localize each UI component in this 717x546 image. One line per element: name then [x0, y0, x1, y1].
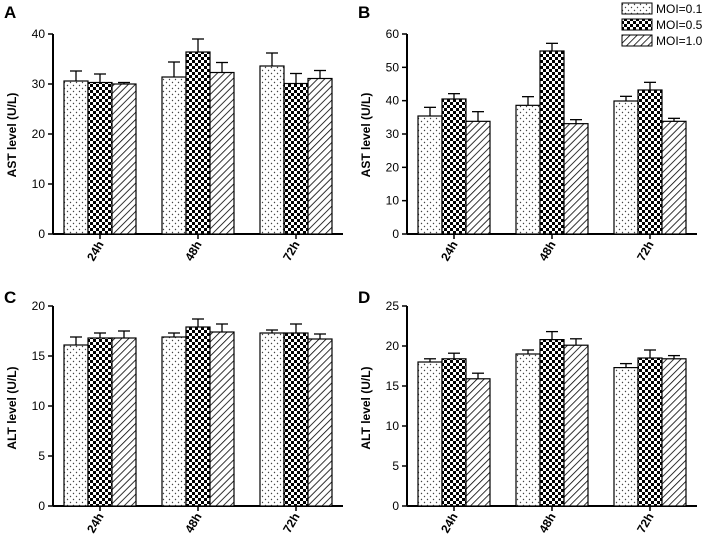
- panel-d-ytick-label: 10: [386, 419, 400, 433]
- panel-a-bar-moi-0-5-48h: [185, 51, 211, 235]
- panel-a-bar-moi-0-1-24h: [63, 80, 89, 235]
- legend-label-moi-0-1: MOI=0.1: [656, 2, 703, 16]
- panel-c-chart: 0 5 10 15 20 24h 48h 72h: [32, 299, 343, 535]
- panel-b-ytick-label: 0: [392, 227, 399, 241]
- panel-c-ytick-label: 20: [32, 299, 46, 313]
- panel-d-bar-moi-1-0-24h: [465, 378, 491, 507]
- panel-d-ytick-label: 15: [386, 379, 400, 393]
- panel-a-bar-moi-1-0-24h: [111, 83, 137, 235]
- panel-a-bar-moi-0-1-48h: [161, 76, 187, 235]
- panel-a-bar-moi-0-5-24h: [87, 81, 113, 235]
- panel-b-chart: 0 10 20 30 40 50 60 24h 48h 72h: [386, 27, 697, 263]
- panel-d-chart: 0 5 10 15 20 25 24h 48h 72h: [386, 299, 697, 535]
- panel-b-bar-moi-1-0-72h: [661, 120, 687, 235]
- panel-d-bar-moi-0-5-72h: [637, 357, 663, 507]
- panel-b-ytick-label: 60: [386, 27, 400, 41]
- panel-a-ytick-label: 40: [32, 27, 46, 41]
- panel-d-bar-moi-0-1-48h: [515, 353, 541, 507]
- panel-a-ytick-label: 30: [32, 77, 46, 91]
- panel-b-bar-moi-0-1-72h: [613, 100, 639, 235]
- legend-swatch-moi-0-5: [621, 18, 653, 31]
- panel-d-ytick-label: 20: [386, 339, 400, 353]
- legend: MOI=0.1 MOI=0.5 MOI=1.0: [621, 2, 703, 48]
- panel-d-ytick-label: 5: [392, 459, 399, 473]
- panel-a-ytick-label: 20: [32, 127, 46, 141]
- panel-b-xtick-label-72h: 72h: [634, 239, 656, 264]
- panel-b-ytick-label: 30: [386, 127, 400, 141]
- panel-a-bar-moi-1-0-72h: [307, 77, 333, 235]
- panel-d-bar-moi-0-5-24h: [441, 358, 467, 507]
- panel-b-bar-moi-0-5-24h: [441, 98, 467, 235]
- panel-b-bar-moi-0-1-48h: [515, 104, 541, 235]
- panel-d-bar-moi-0-1-72h: [613, 367, 639, 507]
- legend-swatch-moi-1-0: [621, 34, 653, 47]
- panel-c-bar-moi-0-5-24h: [87, 337, 113, 507]
- panel-d-ytick-label: 25: [386, 299, 400, 313]
- panel-d-bar-moi-1-0-48h: [563, 344, 589, 507]
- panel-a-bar-moi-1-0-48h: [209, 71, 235, 235]
- legend-swatch-moi-0-1: [621, 2, 653, 15]
- panel-c-xtick-label-48h: 48h: [182, 511, 204, 536]
- panel-c-ytick-label: 15: [32, 349, 46, 363]
- panel-d-ytick-label: 0: [392, 499, 399, 513]
- panel-label-b: B: [358, 3, 370, 22]
- panel-b-xtick-label-48h: 48h: [536, 239, 558, 264]
- panel-c-ylabel: ALT level (U/L): [5, 366, 19, 449]
- panel-a-xtick-label-72h: 72h: [280, 239, 302, 264]
- panel-c-bar-moi-0-1-48h: [161, 336, 187, 507]
- panel-b-bar-moi-0-5-72h: [637, 89, 663, 235]
- panel-d-ylabel: ALT level (U/L): [359, 366, 373, 449]
- panel-c-bar-moi-1-0-72h: [307, 338, 333, 507]
- panel-a-ytick-label: 10: [32, 177, 46, 191]
- panel-a-bar-moi-0-5-72h: [283, 82, 309, 235]
- legend-label-moi-0-5: MOI=0.5: [656, 18, 703, 32]
- panel-c-bar-moi-0-5-72h: [283, 332, 309, 507]
- panel-d-bar-moi-0-5-48h: [539, 339, 565, 507]
- panel-b-xtick-label-24h: 24h: [438, 239, 460, 264]
- panel-c-bar-moi-1-0-24h: [111, 337, 137, 507]
- panel-c-ytick-label: 10: [32, 399, 46, 413]
- panel-a-xtick-label-24h: 24h: [84, 239, 106, 264]
- panel-a-chart: 0 10 20 30 40 24h 48h 72h: [32, 27, 343, 263]
- panel-c-xtick-label-24h: 24h: [84, 511, 106, 536]
- panel-c-ytick-label: 0: [38, 499, 45, 513]
- legend-label-moi-1-0: MOI=1.0: [656, 34, 703, 48]
- panel-d-xtick-label-72h: 72h: [634, 511, 656, 536]
- panel-b-ytick-label: 10: [386, 194, 400, 208]
- panel-label-a: A: [4, 3, 16, 22]
- panel-b-bar-moi-1-0-48h: [563, 123, 589, 235]
- panel-b-ytick-label: 50: [386, 60, 400, 74]
- panel-b-ylabel: AST level (U/L): [359, 93, 373, 178]
- panel-c-xtick-label-72h: 72h: [280, 511, 302, 536]
- panel-c-bar-moi-1-0-48h: [209, 331, 235, 507]
- panel-label-c: C: [4, 288, 16, 307]
- panel-b-ytick-label: 40: [386, 94, 400, 108]
- panel-c-bar-moi-0-5-48h: [185, 326, 211, 507]
- panel-b-bar-moi-0-1-24h: [417, 115, 443, 235]
- panel-a-ylabel: AST level (U/L): [5, 93, 19, 178]
- panel-b-ytick-label: 20: [386, 160, 400, 174]
- panel-d-xtick-label-48h: 48h: [536, 511, 558, 536]
- panel-label-d: D: [358, 288, 370, 307]
- panel-a-bar-moi-0-1-72h: [259, 65, 285, 235]
- panel-d-bar-moi-1-0-72h: [661, 358, 687, 507]
- panel-b-bar-moi-0-5-48h: [539, 50, 565, 235]
- panel-a-ytick-label: 0: [38, 227, 45, 241]
- panel-c-ytick-label: 5: [38, 449, 45, 463]
- panel-c-bar-moi-0-1-72h: [259, 332, 285, 507]
- panel-d-bar-moi-0-1-24h: [417, 361, 443, 507]
- panel-d-xtick-label-24h: 24h: [438, 511, 460, 536]
- panel-c-bar-moi-0-1-24h: [63, 344, 89, 507]
- panel-a-xtick-label-48h: 48h: [182, 239, 204, 264]
- panel-b-bar-moi-1-0-24h: [465, 120, 491, 235]
